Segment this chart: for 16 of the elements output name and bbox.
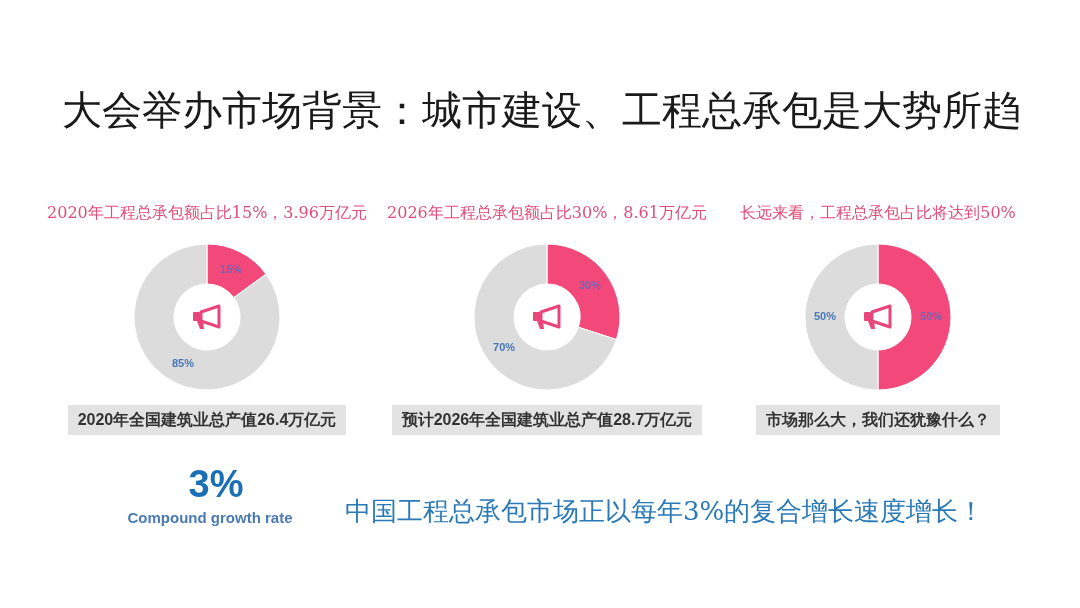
chart-title: 2020年工程总承包额占比15%，3.96万亿元 xyxy=(46,203,368,223)
data-label: 85% xyxy=(171,357,195,370)
text: Compound growth rate xyxy=(126,509,294,527)
chart-title: 2026年工程总承包额占比30%，8.61万亿元 xyxy=(386,203,708,223)
data-label: 50% xyxy=(920,310,943,323)
text: 市场那么大，我们还犹豫什么？ xyxy=(756,405,1000,435)
text: 3% xyxy=(187,462,245,506)
data-label: 70% xyxy=(493,341,516,354)
data-label: 50% xyxy=(813,310,837,323)
data-label: 15% xyxy=(220,262,243,275)
text: 大会举办市场背景：城市建设、工程总承包是大势所趋 xyxy=(62,87,1022,133)
text: 预计2026年全国建筑业总产值28.7万亿元 xyxy=(391,405,703,435)
chart-title: 长远来看，工程总承包占比将达到50% xyxy=(739,203,1017,223)
text: 2020年全国建筑业总产值26.4万亿元 xyxy=(67,405,347,435)
data-label: 30% xyxy=(578,278,602,291)
text: 中国工程总承包市场正以每年3%的复合增长速度增长！ xyxy=(345,495,985,527)
